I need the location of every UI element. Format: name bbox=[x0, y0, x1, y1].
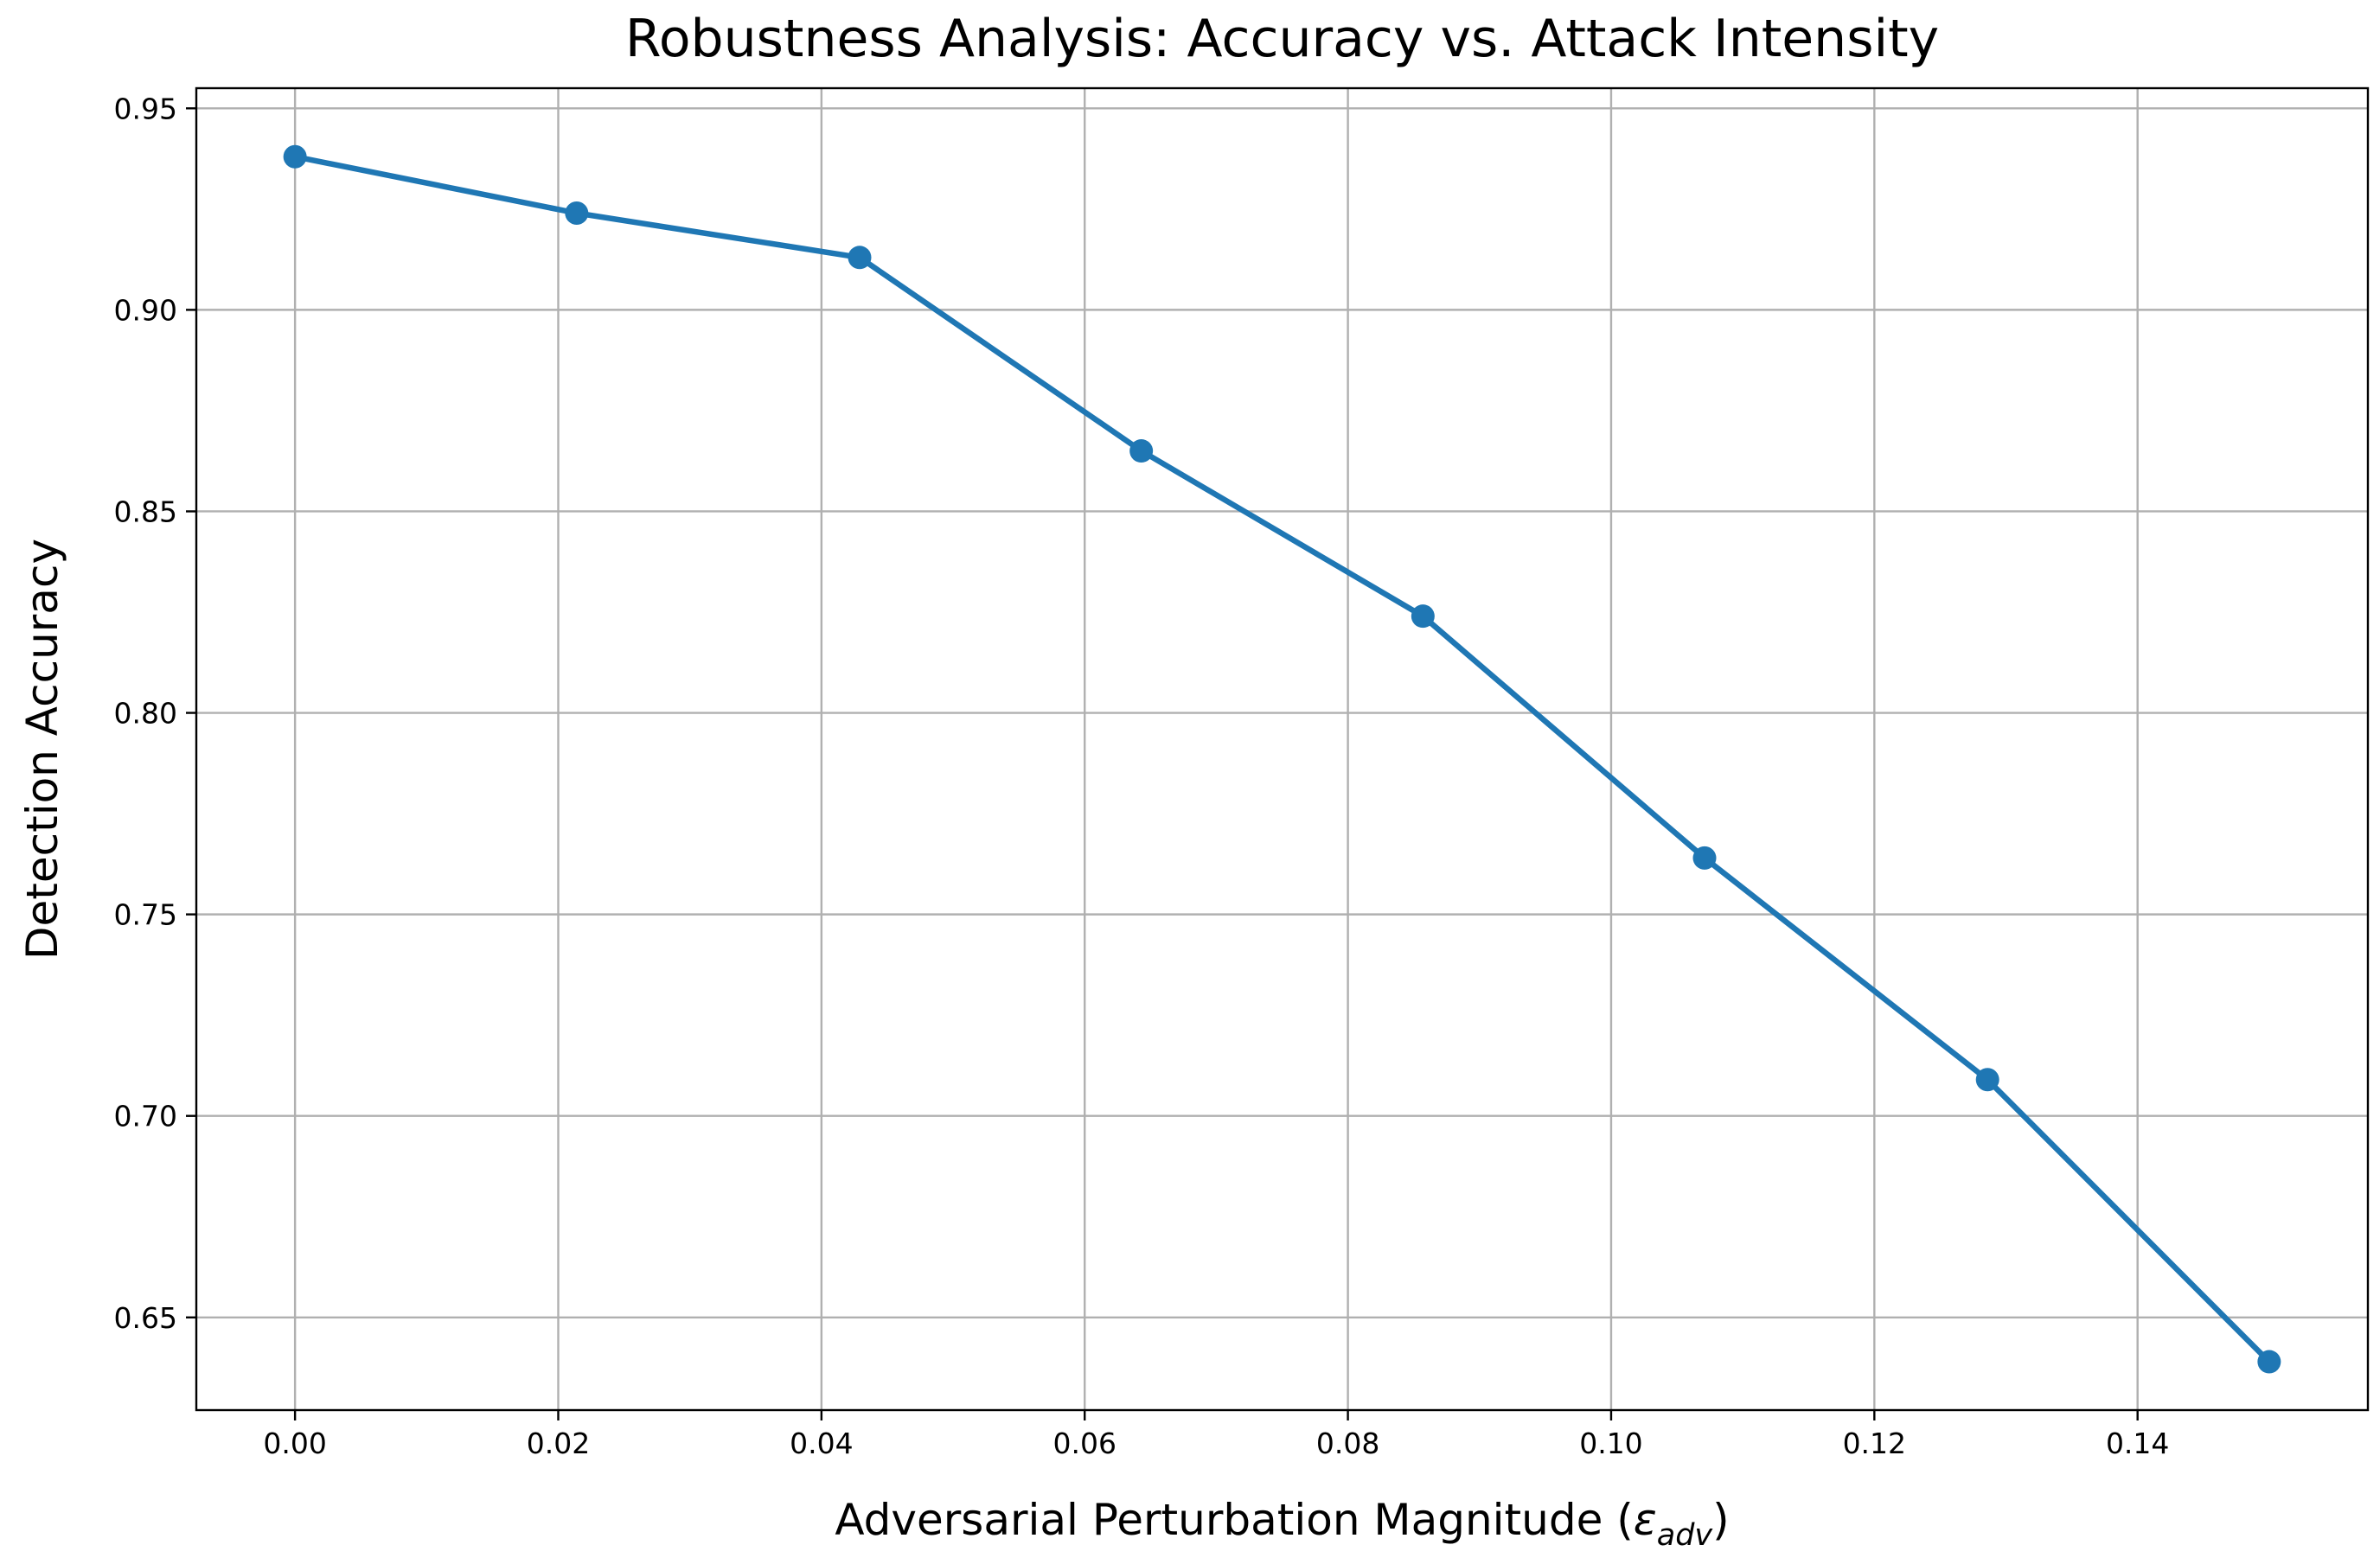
data-point bbox=[283, 144, 307, 169]
y-tick-label: 0.95 bbox=[114, 92, 177, 125]
x-gridlines bbox=[293, 88, 2139, 1410]
x-tick-label: 0.12 bbox=[1843, 1427, 1906, 1460]
x-axis-label-symbol: ε bbox=[1634, 1495, 1657, 1545]
x-tick-label: 0.14 bbox=[2106, 1427, 2169, 1460]
x-tick-label: 0.02 bbox=[527, 1427, 590, 1460]
y-gridlines bbox=[196, 107, 2368, 1318]
chart-title: Robustness Analysis: Accuracy vs. Attack… bbox=[625, 9, 1939, 69]
data-point bbox=[1129, 439, 1154, 463]
y-axis-label: Detection Accuracy bbox=[17, 539, 67, 960]
series-layer bbox=[283, 144, 2281, 1374]
data-point bbox=[1411, 604, 1435, 629]
x-tick-label: 0.06 bbox=[1052, 1427, 1116, 1460]
x-axis-label-close: ) bbox=[1712, 1495, 1730, 1545]
x-axis-label: Adversarial Perturbation Magnitude (εadv… bbox=[835, 1495, 1729, 1553]
data-point bbox=[2257, 1350, 2281, 1374]
x-axis-label-text: Adversarial Perturbation Magnitude ( bbox=[835, 1495, 1633, 1545]
data-point bbox=[1975, 1068, 1999, 1092]
x-tick-label: 0.08 bbox=[1316, 1427, 1379, 1460]
y-tick-label: 0.70 bbox=[114, 1100, 177, 1133]
y-tick-label: 0.85 bbox=[114, 495, 177, 528]
y-tick-label: 0.75 bbox=[114, 898, 177, 932]
x-tick-label: 0.10 bbox=[1579, 1427, 1642, 1460]
y-axis-ticks: 0.65 0.70 0.75 0.80 0.85 0.90 0.95 bbox=[114, 92, 196, 1335]
y-tick-label: 0.65 bbox=[114, 1301, 177, 1335]
data-point bbox=[848, 246, 872, 270]
x-tick-label: 0.00 bbox=[263, 1427, 326, 1460]
x-axis-ticks: 0.00 0.02 0.04 0.06 0.08 0.10 0.12 0.14 bbox=[263, 1410, 2169, 1460]
x-axis-label-subscript: adv bbox=[1657, 1518, 1714, 1553]
x-tick-label: 0.04 bbox=[790, 1427, 853, 1460]
series-line bbox=[291, 153, 2273, 1365]
y-tick-label: 0.80 bbox=[114, 697, 177, 731]
plot-frame bbox=[195, 86, 2370, 1412]
data-point bbox=[565, 201, 589, 226]
data-point bbox=[1692, 846, 1717, 870]
y-tick-label: 0.90 bbox=[114, 293, 177, 327]
